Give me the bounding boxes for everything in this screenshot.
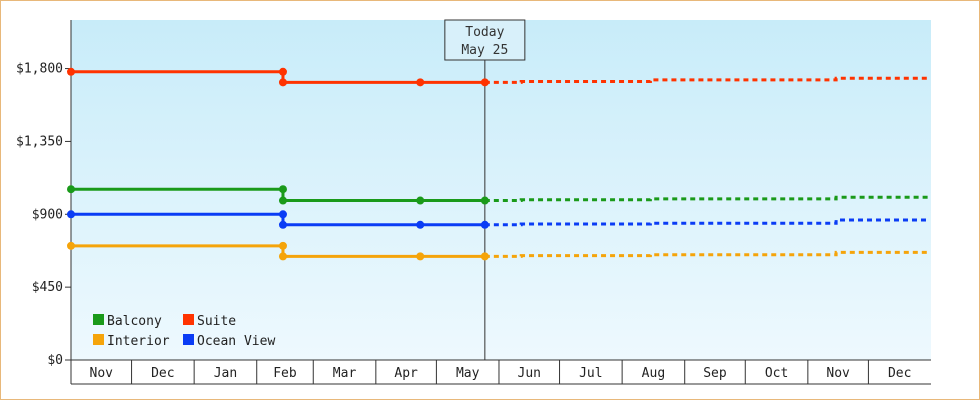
data-point-interior[interactable] [480, 252, 489, 261]
series-forecast-interior [484, 250, 929, 258]
y-tick-label: $0 [47, 353, 63, 368]
data-point-interior[interactable] [278, 252, 287, 261]
y-tick-label: $900 [32, 207, 63, 222]
legend-swatch-balcony [93, 314, 104, 325]
x-tick-label: Nov [90, 366, 114, 381]
x-tick-label: Dec [151, 366, 174, 381]
x-tick-label: Aug [642, 366, 665, 381]
data-point-balcony[interactable] [278, 185, 287, 194]
x-tick-label: Oct [765, 366, 788, 381]
data-point-interior[interactable] [67, 241, 75, 250]
data-point-suite[interactable] [480, 78, 489, 87]
legend-label-interior: Interior [107, 334, 170, 349]
today-label: Today [465, 25, 504, 40]
series-lines [67, 67, 929, 261]
data-point-balcony[interactable] [416, 196, 425, 205]
x-tick-label: Feb [273, 366, 297, 381]
series-forecast-balcony [484, 195, 929, 203]
x-tick-label: Jan [214, 366, 237, 381]
legend-label-ocean-view: Ocean View [197, 334, 275, 349]
y-tick-label: $1,800 [16, 62, 63, 77]
data-point-ocean-view[interactable] [480, 220, 489, 229]
legend: Balcony Suite Interior Ocean View [93, 314, 275, 349]
legend-swatch-ocean-view [183, 334, 194, 345]
y-axis: $0 $450 $900 $1,350 $1,800 [16, 20, 72, 368]
x-axis: Nov Dec Jan Feb Mar Apr May Jun Jul Aug Sep Oct Nov D… [70, 359, 931, 385]
data-point-ocean-view[interactable] [278, 220, 287, 229]
data-point-balcony[interactable] [480, 196, 489, 205]
y-tick-label: $450 [32, 280, 63, 295]
x-tick-label: May [456, 366, 480, 381]
data-point-ocean-view[interactable] [67, 210, 75, 219]
legend-label-suite: Suite [197, 314, 236, 329]
x-tick-label: Mar [333, 366, 357, 381]
today-box [444, 19, 526, 61]
x-tick-label: Sep [703, 366, 727, 381]
y-tick-label: $1,350 [16, 134, 63, 149]
data-point-interior[interactable] [416, 252, 425, 261]
data-point-suite[interactable] [278, 78, 287, 87]
legend-label-balcony: Balcony [107, 314, 162, 329]
series-forecast-suite [484, 76, 929, 84]
data-point-suite[interactable] [67, 67, 75, 76]
data-point-interior[interactable] [278, 241, 287, 250]
x-tick-label: Jul [579, 366, 602, 381]
data-point-ocean-view[interactable] [278, 210, 287, 219]
data-point-balcony[interactable] [67, 185, 75, 194]
data-point-ocean-view[interactable] [416, 220, 425, 229]
legend-swatch-suite [183, 314, 194, 325]
legend-swatch-interior [93, 334, 104, 345]
x-tick-label: Nov [826, 366, 850, 381]
data-point-suite[interactable] [416, 78, 425, 87]
today-marker: Today May 25 [444, 19, 526, 360]
x-tick-label: Jun [518, 366, 541, 381]
x-tick-label: Apr [394, 366, 418, 381]
data-point-suite[interactable] [278, 67, 287, 76]
x-tick-label: Dec [888, 366, 911, 381]
data-point-balcony[interactable] [278, 196, 287, 205]
today-date: May 25 [461, 43, 508, 58]
series-forecast-ocean-view [484, 218, 929, 227]
